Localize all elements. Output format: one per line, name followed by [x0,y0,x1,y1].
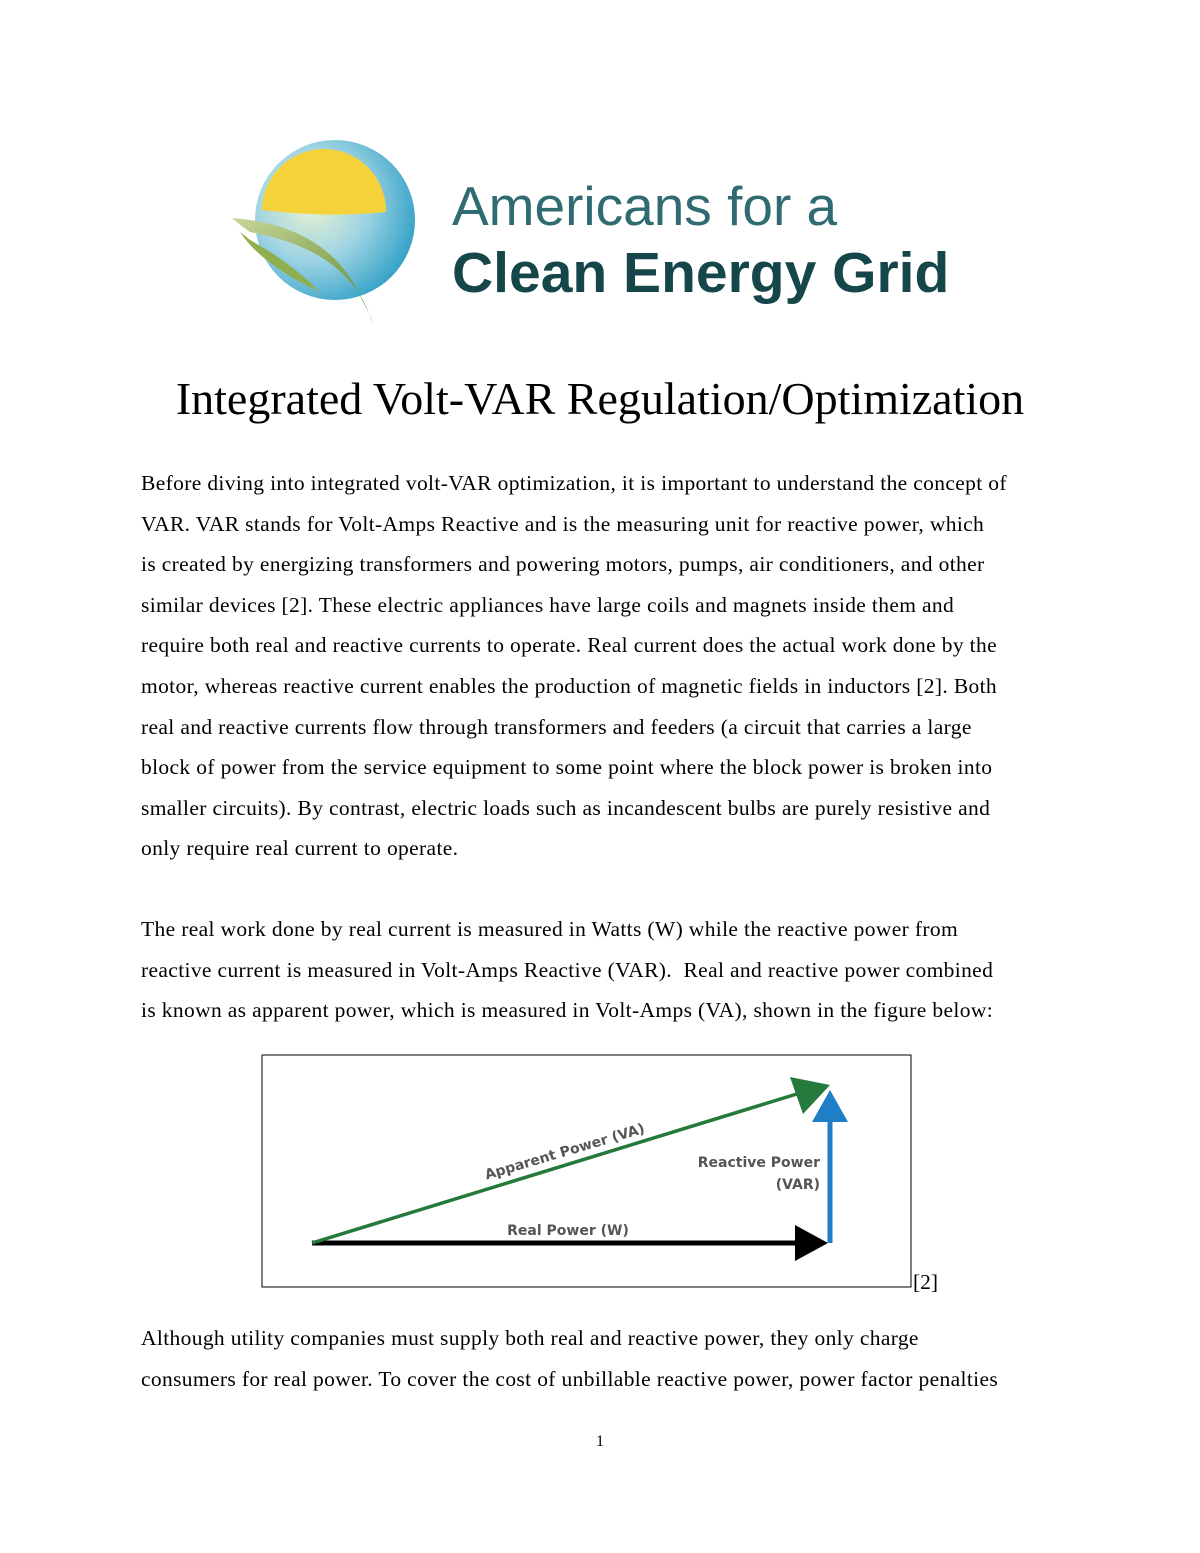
text-line: similar devices [2]. These electric appl… [141,592,955,617]
text-line: is known as apparent power, which is mea… [141,998,994,1023]
text-line: consumers for real power. To cover the c… [141,1366,999,1391]
citation: [2] [913,1270,939,1294]
text-line: VAR. VAR stands for Volt-Amps Reactive a… [141,511,985,536]
text-line: real and reactive currents flow through … [141,714,972,739]
logo-line1: Americans for a [452,175,838,237]
text-line: require both real and reactive currents … [141,633,997,658]
text-line: reactive current is measured in Volt-Amp… [141,957,994,982]
logo-line2: Clean Energy Grid [452,241,949,305]
figure: Apparent Power (VA) Reactive Power (VAR)… [261,1054,912,1288]
text-line: motor, whereas reactive current enables … [141,674,998,698]
text-line: Although utility companies must supply b… [141,1326,919,1350]
text-line: The real work done by real current is me… [141,917,959,941]
text-line: block of power from the service equipmen… [141,755,993,780]
page-number: 1 [596,1433,604,1450]
reactive-label: Reactive Power [698,1155,820,1171]
real-label: Real Power (W) [507,1223,629,1239]
text-line: Before diving into integrated volt-VAR o… [141,471,1007,495]
text-line: is created by energizing transformers an… [141,552,985,577]
reactive-label: (VAR) [776,1177,820,1193]
title: Integrated Volt-VAR Regulation/Optimizat… [175,373,1025,424]
text-line: only require real current to operate. [141,836,459,861]
text-line: smaller circuits). By contrast, electric… [141,795,991,820]
logo-mark [232,140,415,322]
